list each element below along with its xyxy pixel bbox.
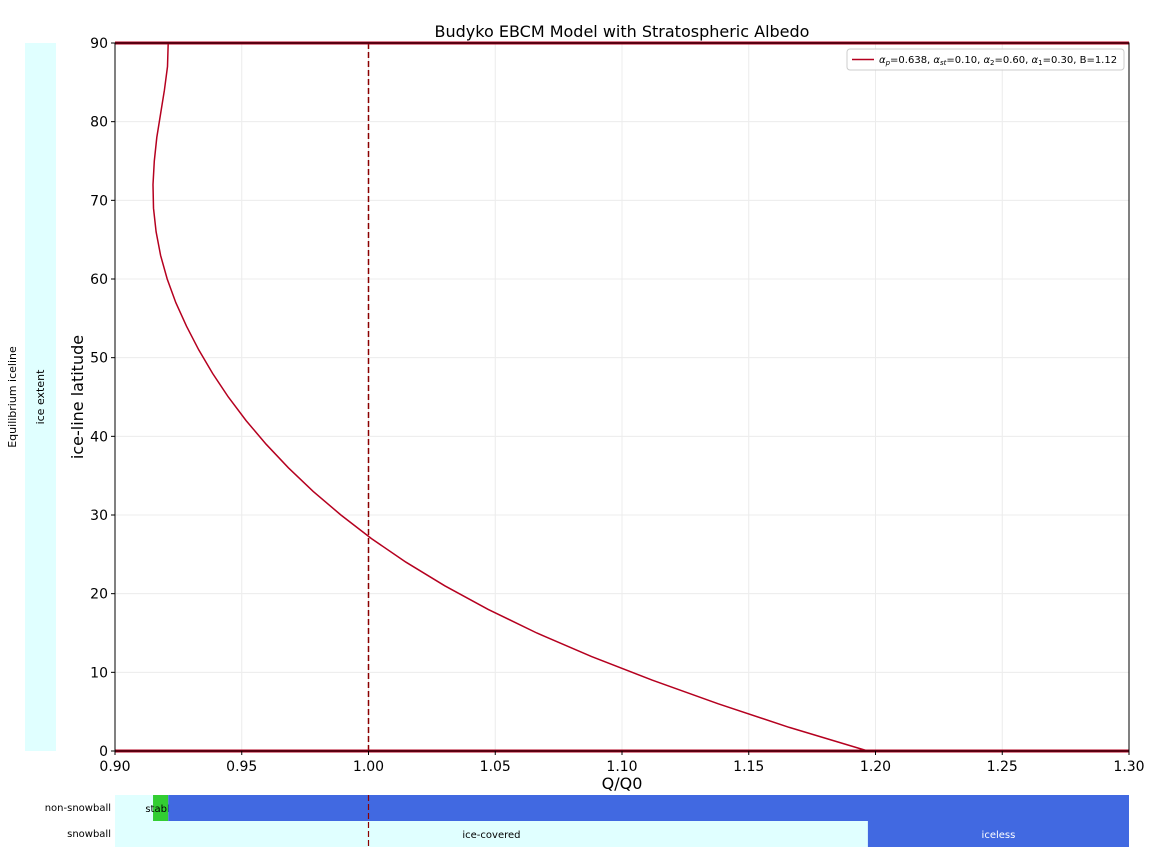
state-segment xyxy=(115,795,154,821)
y-axis: 0 10 20 30 40 50 60 70 80 90 xyxy=(90,36,115,760)
y-axis-label: ice-line latitude xyxy=(68,335,87,459)
ice-extent-bar xyxy=(25,43,56,751)
x-tick-label: 0.90 xyxy=(99,759,130,775)
y-tick-label: 90 xyxy=(90,36,108,52)
state-segment xyxy=(115,821,868,847)
side-panel-label: ice extent xyxy=(34,369,47,425)
x-tick-label: 1.05 xyxy=(480,759,511,775)
x-axis: 0.90 0.95 1.00 1.05 1.10 1.15 1.20 1.25 1.30 xyxy=(99,751,1145,775)
legend-label: αp=0.638, αst=0.10, α2=0.60, α1=0.30, B=… xyxy=(879,55,1117,67)
y-tick-label: 0 xyxy=(99,744,108,760)
state-segment xyxy=(168,795,1130,821)
y-tick-label: 30 xyxy=(90,508,108,524)
state-segment-label: stable xyxy=(145,804,176,815)
x-tick-label: 1.25 xyxy=(987,759,1018,775)
row-label-snowball: snowball xyxy=(67,829,111,840)
row-label-non-snowball: non-snowball xyxy=(45,803,111,814)
x-axis-label: Q/Q0 xyxy=(602,774,643,793)
x-tick-label: 1.10 xyxy=(606,759,637,775)
y-tick-label: 70 xyxy=(90,193,108,209)
chart-title: Budyko EBCM Model with Stratospheric Alb… xyxy=(435,22,810,41)
state-segment xyxy=(867,821,1129,847)
x-tick-label: 1.20 xyxy=(860,759,891,775)
x-tick-label: 1.30 xyxy=(1113,759,1144,775)
state-segment-label: ice-covered xyxy=(462,830,520,841)
grid xyxy=(114,42,1130,752)
state-segment xyxy=(153,795,169,821)
y-tick-label: 40 xyxy=(90,429,108,445)
state-segment-label: iceless xyxy=(982,830,1016,841)
y-tick-label: 50 xyxy=(90,351,108,367)
side-panel-title: Equilibrium iceline xyxy=(6,346,19,448)
x-tick-label: 1.00 xyxy=(353,759,384,775)
legend: αp=0.638, αst=0.10, α2=0.60, α1=0.30, B=… xyxy=(846,48,1125,71)
x-tick-label: 0.95 xyxy=(226,759,257,775)
y-tick-label: 20 xyxy=(90,587,108,603)
legend-box xyxy=(846,48,1125,71)
x-tick-label: 1.15 xyxy=(733,759,764,775)
y-tick-label: 80 xyxy=(90,115,108,131)
y-tick-label: 60 xyxy=(90,272,108,288)
y-tick-label: 10 xyxy=(90,665,108,681)
iceline-curve xyxy=(152,42,869,752)
state-strips: stable ice-covered iceless xyxy=(115,795,1130,847)
